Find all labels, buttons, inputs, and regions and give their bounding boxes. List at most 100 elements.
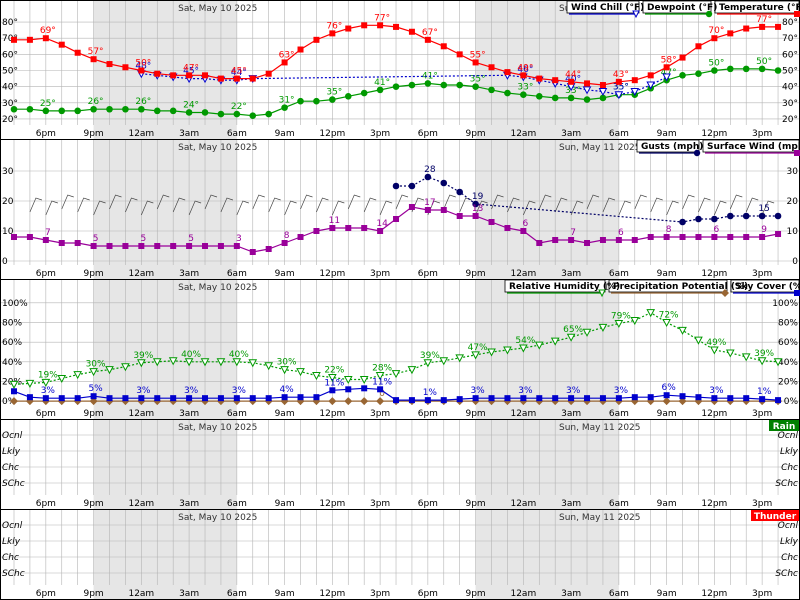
category-label-left: Chc [2,463,19,473]
data-point [328,397,337,406]
data-label: 11% [372,377,392,387]
data-point [711,395,718,402]
data-point [377,228,384,234]
data-point [679,234,686,240]
x-tick-label: 6pm [418,269,438,279]
legend-label: Sky Cover (%) [735,282,800,292]
data-point [281,59,288,66]
y-tick-left: 20° [2,115,18,125]
data-point [9,380,19,389]
data-point [217,110,225,118]
data-point [361,385,368,392]
data-point [393,23,400,30]
legend-box [636,139,700,153]
data-point [615,395,622,402]
data-label: 49° [517,63,533,73]
data-point [361,225,368,231]
x-tick-label: 9am [275,589,295,599]
data-point [26,234,33,240]
data-point [536,75,543,82]
data-point [695,394,702,401]
data-label: 35° [613,83,629,93]
data-point [233,395,240,402]
wind-barb [125,197,138,213]
x-tick-label: 9am [657,499,677,509]
data-label: 6 [618,228,624,238]
data-label: 35° [470,75,486,85]
data-point [90,393,97,400]
data-point [106,61,113,68]
data-point [329,30,336,37]
data-label: 39% [754,349,774,359]
data-point [583,96,591,103]
data-label: 58° [661,55,677,65]
x-tick-label: 3pm [370,499,390,509]
data-point [599,94,607,102]
night-band-3-1 [475,420,619,509]
night-band-1-0 [93,140,237,279]
rain-badge-label: Rain [773,422,796,432]
day-label: Sun, May 11 2025 [559,513,641,523]
data-label: 33° [565,86,581,96]
data-label: 30% [86,360,106,370]
x-tick-label: 6pm [36,409,56,419]
x-tick-label: 9pm [465,499,485,509]
data-point [520,228,527,234]
data-point [519,344,528,353]
data-label: 26° [135,97,151,107]
data-point [186,243,193,249]
data-point [138,243,145,249]
x-tick-label: 12pm [701,499,727,509]
data-label: 3% [614,386,629,396]
data-label: 44° [231,68,247,78]
data-point [58,240,65,246]
x-tick-label: 12pm [319,589,345,599]
data-point [679,54,686,61]
data-point [663,64,670,71]
y-tick-left: 50° [2,67,18,77]
data-point [584,80,591,87]
data-point [73,371,83,380]
data-point [90,56,97,63]
data-point [232,358,242,367]
x-tick-label: 6am [227,129,247,139]
x-tick-label: 3am [179,129,199,139]
data-point [694,336,703,345]
x-tick-label: 6pm [36,269,56,279]
data-point [249,249,256,255]
data-point [233,243,240,249]
data-label: 3% [41,386,56,396]
day-label: Sat, May 10 2025 [178,143,257,153]
data-label: 70° [708,26,724,36]
data-point [488,219,495,225]
data-label: 30% [277,358,297,368]
data-point [456,51,463,58]
wind-barb [634,194,647,210]
data-label: 6 [522,219,528,229]
data-point [376,397,385,406]
data-point [57,375,67,384]
data-label: 48° [135,62,151,72]
category-label-right: Chc [781,463,798,473]
data-point [11,234,17,240]
data-label: 15 [758,204,769,214]
data-point [615,237,622,243]
data-point [376,86,384,94]
x-tick-label: 3pm [370,129,390,139]
data-label: 45° [183,67,199,77]
wind-barb [141,200,154,216]
data-point [138,105,145,113]
data-label: 5 [140,234,146,244]
y-tick-right: 50° [782,67,798,77]
x-tick-label: 12am [128,499,154,509]
data-point [504,395,511,402]
data-point [520,91,527,99]
data-label: 3 [236,234,242,244]
data-point [504,69,511,76]
data-label: 50° [135,59,151,69]
data-point [42,107,50,115]
data-point [520,72,527,79]
data-label: 28% [372,364,392,374]
data-point [568,237,575,243]
x-tick-label: 3pm [370,589,390,599]
